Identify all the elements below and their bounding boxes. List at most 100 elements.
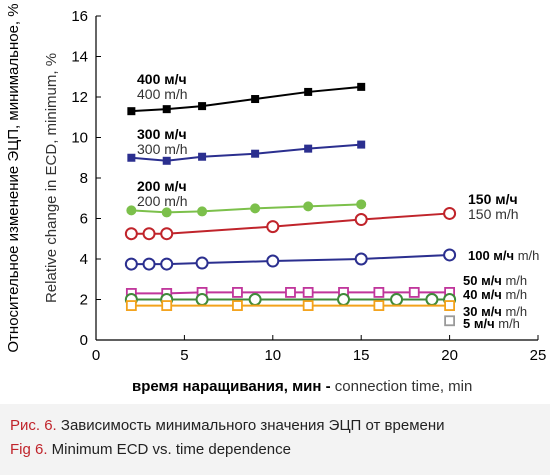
series-9 <box>444 315 456 327</box>
y-tick-label: 14 <box>71 49 88 66</box>
caption-prefix-en: Fig 6. <box>10 441 48 458</box>
series-label-en: m/h <box>498 316 520 331</box>
data-point <box>198 102 207 111</box>
data-point <box>127 107 136 116</box>
series-label: 5 м/ч m/h <box>463 316 520 331</box>
series-label-ru: 30 м/ч <box>463 304 505 319</box>
x-axis-title: время наращивания, мин - connection time… <box>132 378 472 395</box>
series-label-en: 200 m/h <box>137 193 188 209</box>
data-point <box>444 315 456 327</box>
data-point <box>250 203 261 214</box>
data-point <box>160 257 174 271</box>
data-point <box>195 293 209 306</box>
data-point <box>303 201 314 212</box>
series-label-en: 150 m/h <box>468 206 519 222</box>
x-tick-label: 15 <box>353 347 370 364</box>
series-label-ru: 200 м/ч <box>137 178 187 194</box>
y-tick-label: 4 <box>80 251 88 268</box>
series-line <box>131 253 450 266</box>
x-tick-label: 0 <box>92 347 100 364</box>
series-8 <box>125 300 456 311</box>
data-point <box>232 287 243 298</box>
series-label-ru: 100 м/ч <box>468 248 518 263</box>
data-point <box>162 105 171 114</box>
data-point <box>124 257 138 271</box>
series-label: 100 м/ч m/h <box>468 248 539 263</box>
series-label-en: 400 m/h <box>137 86 188 102</box>
data-point <box>198 152 207 161</box>
data-point <box>142 227 156 241</box>
data-point <box>390 293 404 306</box>
data-point <box>124 227 138 241</box>
series-label: 40 м/ч m/h <box>463 287 527 302</box>
data-point <box>357 140 366 149</box>
data-point <box>443 248 457 262</box>
series-6 <box>125 287 456 299</box>
x-axis-title-en: connection time, min <box>335 378 473 395</box>
series-label-en: m/h <box>505 287 527 302</box>
data-point <box>142 257 156 271</box>
data-point <box>373 300 385 311</box>
caption-text-ru: Зависимость минимального значения ЭЦП от… <box>56 417 445 434</box>
data-point <box>408 287 420 298</box>
data-point <box>304 87 313 96</box>
y-tick-label: 10 <box>71 130 88 147</box>
data-point <box>248 293 262 306</box>
data-point <box>443 206 457 220</box>
series-3 <box>126 199 367 218</box>
series-5 <box>124 248 457 271</box>
y-tick-label: 0 <box>80 332 88 349</box>
data-point <box>285 287 296 298</box>
y-tick-label: 16 <box>71 8 88 25</box>
series-2 <box>127 140 366 165</box>
series-label-ru: 5 м/ч <box>463 316 498 331</box>
series-label-en: 300 m/h <box>137 141 188 157</box>
y-tick-label: 2 <box>80 292 88 309</box>
data-point <box>354 252 368 266</box>
data-point <box>302 300 314 311</box>
data-point <box>266 254 280 268</box>
series-line <box>131 203 362 214</box>
data-point <box>126 205 137 216</box>
data-point <box>425 293 439 306</box>
data-point <box>232 300 243 311</box>
y-axis-title-en: Relative change in ECD, minimum, % <box>43 53 60 303</box>
series-label-ru: 50 м/ч <box>463 273 505 288</box>
data-point <box>302 287 314 298</box>
x-axis-title-ru: время наращивания, мин - <box>132 378 335 395</box>
caption-line-ru: Рис. 6. Зависимость минимального значени… <box>10 414 550 438</box>
data-point <box>337 293 351 306</box>
caption-prefix-ru: Рис. 6. <box>10 417 57 434</box>
data-point <box>161 300 173 311</box>
y-axis-title-ru: Относительное изменение ЭЦП, минимальное… <box>5 3 22 352</box>
data-point <box>161 207 172 218</box>
series-4 <box>124 206 457 241</box>
series-label-en: m/h <box>505 273 527 288</box>
data-point <box>266 220 280 234</box>
data-point <box>197 206 208 217</box>
data-point <box>251 149 260 158</box>
caption-text-en: Minimum ECD vs. time dependence <box>47 441 291 458</box>
data-point <box>127 153 136 162</box>
figure-caption: Рис. 6. Зависимость минимального значени… <box>0 404 550 475</box>
data-point <box>162 156 171 165</box>
data-point <box>354 213 368 227</box>
data-point <box>356 199 367 210</box>
x-tick-label: 25 <box>530 347 547 364</box>
series-line <box>131 291 450 295</box>
series-label-en: m/h <box>518 248 540 263</box>
data-point <box>195 256 209 270</box>
series-label: 50 м/ч m/h <box>463 273 527 288</box>
data-point <box>304 144 313 153</box>
series-label-ru: 150 м/ч <box>468 191 518 207</box>
y-tick-label: 6 <box>80 211 88 228</box>
series-1 <box>127 82 366 116</box>
y-tick-label: 12 <box>71 89 88 106</box>
data-point <box>160 227 174 241</box>
data-point <box>357 82 366 91</box>
caption-line-en: Fig 6. Minimum ECD vs. time dependence <box>10 438 550 462</box>
series-line <box>131 212 450 235</box>
series-label-ru: 400 м/ч <box>137 71 187 87</box>
data-point <box>251 95 260 104</box>
